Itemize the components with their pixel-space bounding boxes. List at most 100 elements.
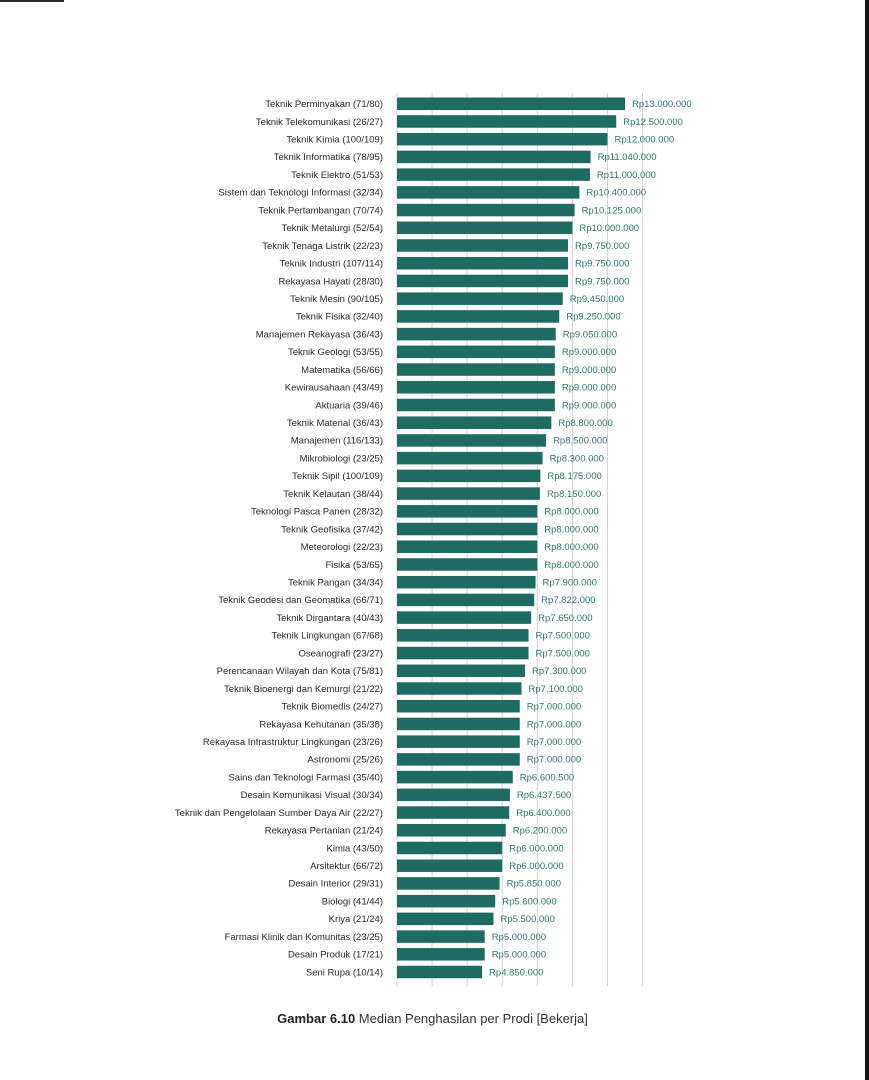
category-label: Teknik Pertambangan (70/74) xyxy=(258,205,383,216)
value-label: Rp9.450.000 xyxy=(570,294,624,305)
value-label: Rp8.800.000 xyxy=(558,418,612,429)
bar xyxy=(397,912,494,926)
category-label: Seni Rupa (10/14) xyxy=(306,967,383,978)
bar xyxy=(397,221,573,235)
bar xyxy=(397,558,538,571)
category-label: Teknik Telekomunikasi (26/27) xyxy=(256,117,383,128)
bar xyxy=(397,505,538,518)
value-label: Rp8.175.000 xyxy=(547,471,601,482)
category-label: Manajemen (116/133) xyxy=(291,436,383,447)
bar xyxy=(397,434,547,447)
category-label: Teknik Biomedis (24/27) xyxy=(282,702,383,713)
bar xyxy=(397,310,560,323)
value-label: Rp7.000.000 xyxy=(527,737,581,748)
category-label: Teknik Material (36/43) xyxy=(287,418,383,429)
value-label: Rp8.000.000 xyxy=(544,507,598,518)
bar xyxy=(397,664,526,678)
bar xyxy=(397,398,555,412)
value-label: Rp9.750.000 xyxy=(575,241,629,252)
bar xyxy=(397,292,563,305)
value-label: Rp11.000.000 xyxy=(597,170,656,181)
value-label: Rp8.150.000 xyxy=(547,489,601,500)
value-label: Rp9.000.000 xyxy=(562,365,616,376)
category-label: Rekayasa Hayati (28/30) xyxy=(278,276,383,287)
caption-text: Median Penghasilan per Prodi [Bekerja] xyxy=(355,1011,588,1026)
value-label: Rp6.600.500 xyxy=(520,772,574,783)
category-label: Arsitektur (66/72) xyxy=(310,861,383,872)
value-label: Rp7.000.000 xyxy=(527,755,581,766)
value-label: Rp9.000.000 xyxy=(562,347,616,358)
value-label: Rp9.750.000 xyxy=(575,276,629,287)
category-label: Sains dan Teknologi Farmasi (35/40) xyxy=(228,772,383,783)
bar xyxy=(397,859,503,872)
value-label: Rp6.000.000 xyxy=(509,861,563,872)
value-label: Rp12.500.000 xyxy=(623,117,683,128)
category-label: Teknik Kimia (100/109) xyxy=(286,134,383,145)
category-label: Teknik Dirgantara (40/43) xyxy=(276,613,383,624)
bar xyxy=(397,930,485,943)
value-label: Rp6.000.000 xyxy=(509,843,563,854)
bar xyxy=(397,469,541,483)
value-label: Rp10.400.000 xyxy=(586,188,646,199)
bar xyxy=(397,753,520,766)
value-label: Rp13.000.000 xyxy=(632,99,692,110)
bar xyxy=(397,487,540,500)
bar xyxy=(397,345,555,359)
bar xyxy=(397,593,535,607)
category-label: Rekayasa Kehutanan (35/38) xyxy=(259,719,383,730)
bar xyxy=(397,381,555,394)
category-label: Kewirausahaan (43/49) xyxy=(285,383,383,394)
bar xyxy=(397,646,529,660)
bar xyxy=(397,522,538,536)
category-label: Teknik Geologi (53/55) xyxy=(288,347,383,358)
category-label: Rekayasa Infrastruktur Lingkungan (23/26… xyxy=(203,737,383,748)
value-label: Rp8.500.000 xyxy=(553,436,607,447)
bar xyxy=(397,451,543,465)
value-label: Rp5.000.000 xyxy=(492,932,546,943)
bar xyxy=(397,256,568,270)
value-label: Rp7.822.000 xyxy=(541,595,595,606)
category-labels: Teknik Perminyakan (71/80) Teknik Telekom… xyxy=(175,99,383,978)
category-label: Aktuaria (39/46) xyxy=(315,400,383,411)
bar xyxy=(397,97,625,110)
bar xyxy=(397,274,568,288)
bar xyxy=(397,629,529,642)
bar xyxy=(397,788,510,802)
category-label: Sistem dan Teknologi Informasi (32/34) xyxy=(218,188,383,199)
category-label: Fisika (53/65) xyxy=(325,560,383,571)
category-label: Farmasi Klinik dan Komunitas (23/25) xyxy=(225,932,383,943)
category-label: Desain Interior (29/31) xyxy=(288,879,383,890)
value-label: Rp5.000.000 xyxy=(492,950,546,961)
bar xyxy=(397,540,538,553)
value-label: Rp6.400.000 xyxy=(516,808,570,819)
bar xyxy=(397,806,510,819)
bar xyxy=(397,575,536,589)
figure-caption: Gambar 6.10 Median Penghasilan per Prodi… xyxy=(0,1011,865,1026)
category-label: Biologi (41/44) xyxy=(322,896,383,907)
category-label: Teknik Industri (107/114) xyxy=(280,259,383,270)
value-label: Rp7.000.000 xyxy=(527,702,581,713)
category-label: Teknik Geofisika (37/42) xyxy=(281,524,383,535)
value-label: Rp6.437.500 xyxy=(517,790,571,801)
value-label: Rp5.500.000 xyxy=(500,914,554,925)
category-label: Teknik Elektro (51/53) xyxy=(291,170,383,181)
category-label: Teknik dan Pengelolaan Sumber Daya Air (… xyxy=(175,808,383,819)
value-label: Rp7.500.000 xyxy=(536,648,590,659)
category-label: Teknik Geodesi dan Geomatika (66/71) xyxy=(218,595,383,606)
value-label: Rp7.650.000 xyxy=(538,613,592,624)
value-label: Rp9.000.000 xyxy=(562,400,616,411)
bar xyxy=(397,150,591,164)
category-label: Teknik Lingkungan (67/68) xyxy=(272,631,383,642)
bar xyxy=(397,894,496,908)
category-label: Teknik Sipil (100/109) xyxy=(292,471,383,482)
income-bar-chart: Teknik Perminyakan (71/80) Teknik Telekom… xyxy=(175,93,692,986)
value-label: Rp7.900.000 xyxy=(543,577,597,588)
top-rule xyxy=(0,0,64,2)
category-label: Meteorologi (22/23) xyxy=(301,542,383,553)
bar xyxy=(397,965,483,979)
category-label: Kimia (43/50) xyxy=(327,843,384,854)
bar xyxy=(397,115,617,128)
category-label: Teknik Metalurgi (52/54) xyxy=(282,223,383,234)
category-label: Teknik Perminyakan (71/80) xyxy=(265,99,383,110)
value-label: Rp12.000.000 xyxy=(614,134,674,145)
